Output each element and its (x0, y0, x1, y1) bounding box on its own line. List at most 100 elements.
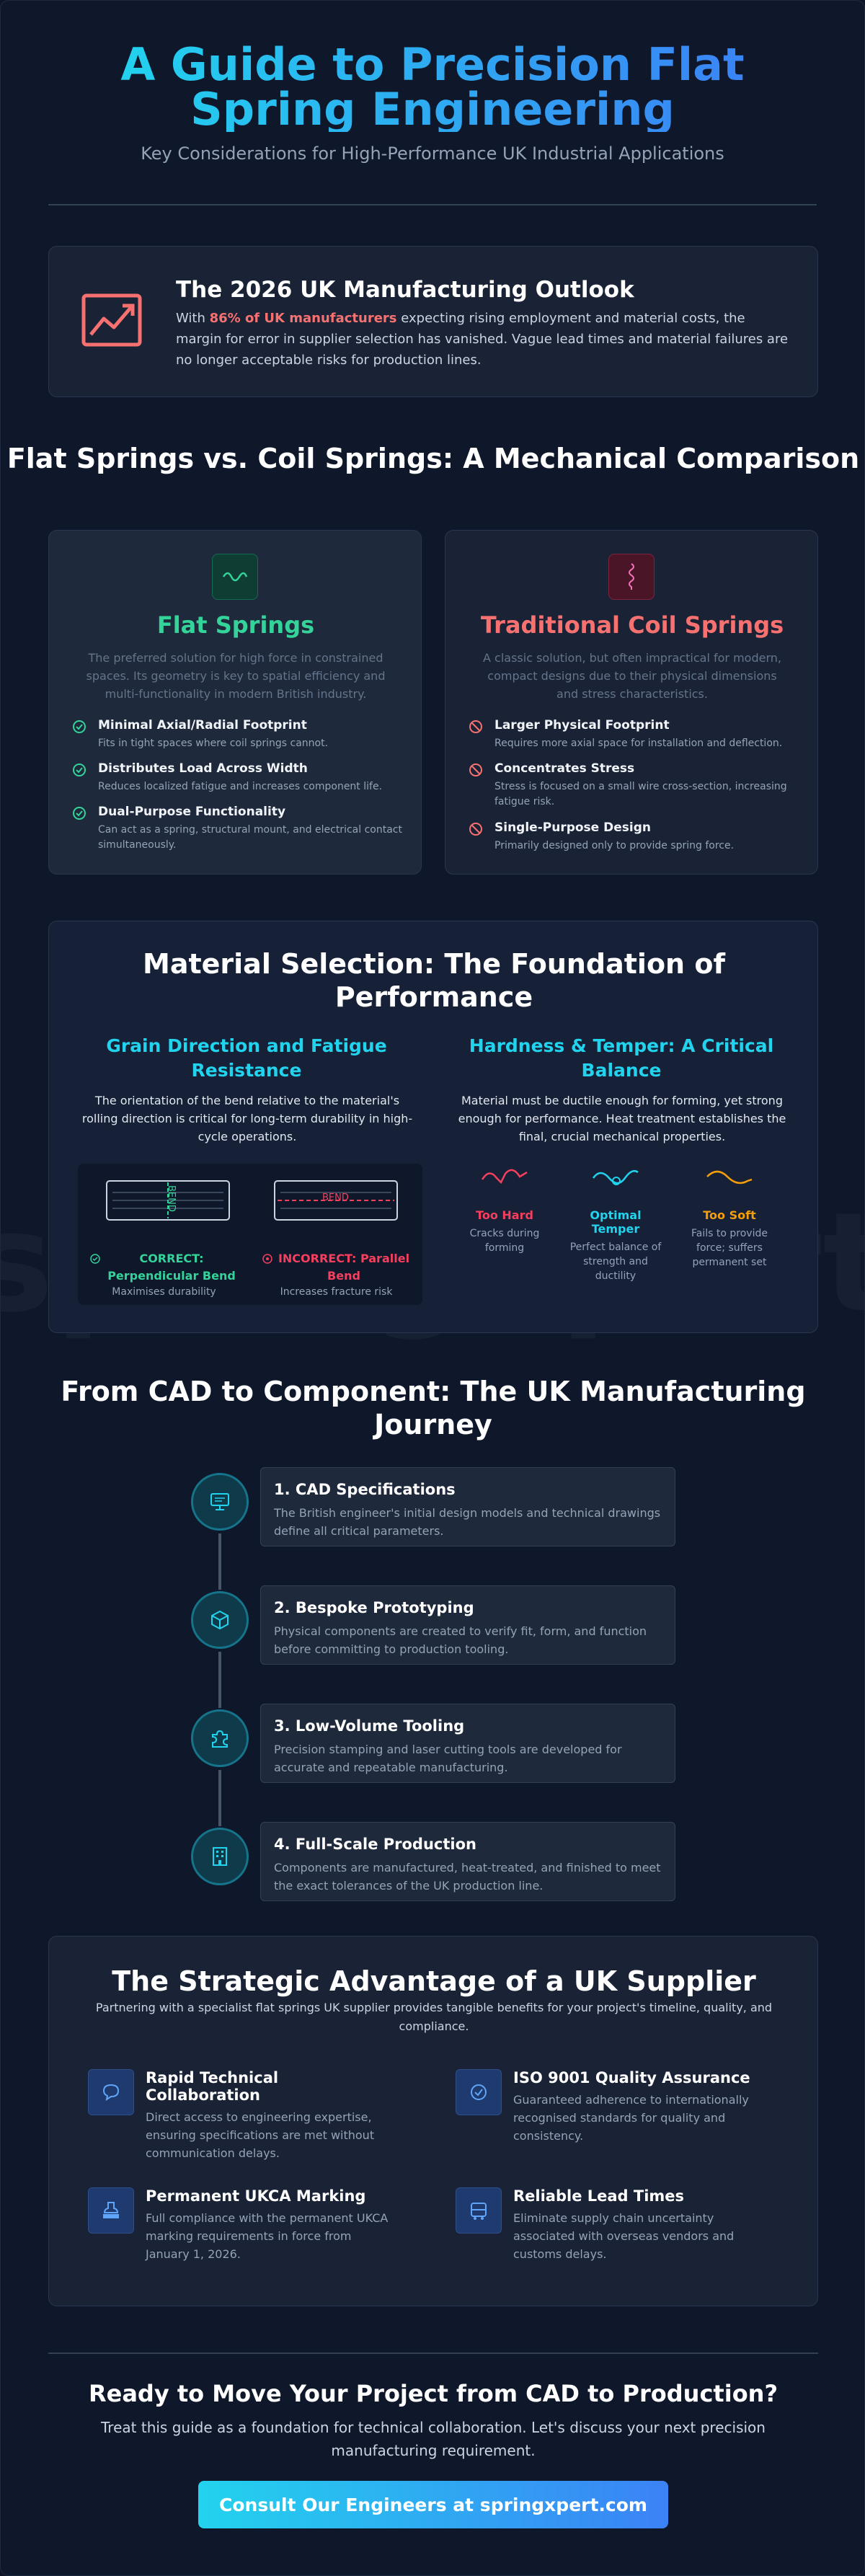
check-badge-icon (456, 2069, 502, 2115)
flat-feature-text: Reduces localized fatigue and increases … (98, 781, 383, 792)
soft-wave-icon (706, 1170, 753, 1185)
x-circle-icon (262, 1253, 273, 1267)
coil-feature: Single-Purpose Design Primarily designed… (469, 820, 800, 854)
step-text: The British engineer's initial design mo… (274, 1506, 661, 1538)
materials-card: Material Selection: The Foundation of Pe… (48, 921, 818, 1333)
parallel-bend-diagram (274, 1180, 398, 1221)
coil-springs-description: A classic solution, but often impractica… (483, 651, 781, 701)
outlook-card: The 2026 UK Manufacturing Outlook With 8… (48, 246, 818, 397)
grain-incorrect: BEND INCORRECT: Parallel Bend Increases … (250, 1164, 422, 1305)
bend-label: BEND (166, 1185, 177, 1212)
step-connector (218, 1652, 221, 1708)
flat-feature-title: Dual-Purpose Functionality (98, 805, 286, 819)
flat-feature-text: Fits in tight spaces where coil springs … (98, 738, 329, 749)
coil-springs-card: Traditional Coil Springs A classic solut… (445, 530, 818, 875)
grain-diagram: BEND CORRECT: Perpendicular Bend Maximis… (78, 1164, 422, 1305)
jagged-wave-icon (481, 1169, 528, 1185)
temper-label: Too Soft (703, 1208, 756, 1222)
bend-label: BEND (322, 1192, 349, 1203)
outlook-highlight: 86% of UK manufacturers (209, 311, 397, 326)
perpendicular-bend-diagram (106, 1180, 230, 1221)
advantage-item-text: Direct access to engineering expertise, … (146, 2110, 375, 2160)
consult-engineers-button[interactable]: Consult Our Engineers at springxpert.com (198, 2481, 668, 2528)
advantage-item: Reliable Lead Times Eliminate supply cha… (456, 2187, 766, 2263)
grain-text: The orientation of the bend relative to … (81, 1094, 413, 1143)
coil-springs-title: Traditional Coil Springs (480, 611, 784, 639)
advantage-item: Rapid Technical Collaboration Direct acc… (88, 2069, 398, 2162)
check-circle-icon (72, 763, 86, 777)
hardness-text: Material must be ductile enough for form… (458, 1094, 786, 1143)
step-connector (218, 1533, 221, 1590)
advantage-item-title: Rapid Technical Collaboration (146, 2069, 279, 2104)
flat-feature-title: Distributes Load Across Width (98, 761, 308, 776)
flat-feature-text: Can act as a spring, structural mount, a… (98, 824, 402, 851)
page-subtitle: Key Considerations for High-Performance … (141, 143, 724, 164)
temper-text: Perfect balance of strength and ductilit… (569, 1241, 662, 1282)
step-text: Components are manufactured, heat-treate… (274, 1861, 661, 1893)
advantage-item-text: Eliminate supply chain uncertainty assoc… (513, 2211, 735, 2261)
check-circle-icon (72, 720, 86, 734)
incorrect-label: INCORRECT: Parallel Bend (278, 1252, 410, 1283)
flat-springs-card: Flat Springs The preferred solution for … (48, 530, 422, 875)
coil-feature: Larger Physical Footprint Requires more … (469, 718, 800, 751)
step-connector (218, 1770, 221, 1826)
header-divider (48, 204, 817, 205)
flat-feature: Dual-Purpose Functionality Can act as a … (72, 805, 404, 853)
coil-feature-title: Larger Physical Footprint (494, 718, 670, 732)
hardness-title: Hardness & Temper: A Critical Balance (469, 1035, 774, 1081)
correct-sub: Maximises durability (112, 1286, 216, 1298)
check-circle-icon (72, 806, 86, 820)
cta-divider (48, 2353, 818, 2354)
factory-icon (191, 1828, 249, 1885)
cta-text: Treat this guide as a foundation for tec… (101, 2419, 766, 2459)
coil-feature: Concentrates Stress Stress is focused on… (469, 761, 800, 810)
temper-too-hard: Too Hard Cracks during forming (454, 1167, 555, 1255)
grain-title: Grain Direction and Fatigue Resistance (106, 1035, 387, 1081)
temper-text: Cracks during forming (469, 1228, 540, 1254)
flat-feature: Minimal Axial/Radial Footprint Fits in t… (72, 718, 404, 751)
materials-title: Material Selection: The Foundation of Pe… (143, 948, 725, 1013)
incorrect-sub: Increases fracture risk (280, 1286, 393, 1298)
header: A Guide to Precision Flat Spring Enginee… (1, 1, 864, 205)
temper-optimal: Optimal Temper Perfect balance of streng… (565, 1167, 666, 1283)
flat-feature: Distributes Load Across Width Reduces lo… (72, 761, 404, 795)
grain-correct: BEND CORRECT: Perpendicular Bend Maximis… (78, 1164, 250, 1305)
check-circle-icon (89, 1253, 101, 1267)
step-title: 4. Full-Scale Production (274, 1836, 476, 1853)
advantage-item: Permanent UKCA Marking Full compliance w… (88, 2187, 398, 2263)
advantage-item: ISO 9001 Quality Assurance Guaranteed ad… (456, 2069, 766, 2145)
temper-text: Fails to provide force; suffers permanen… (691, 1228, 768, 1268)
coil-feature-text: Primarily designed only to provide sprin… (494, 840, 735, 851)
correct-label: CORRECT: Perpendicular Bend (107, 1252, 236, 1283)
temper-too-soft: Too Soft Fails to provide force; suffers… (679, 1167, 780, 1270)
flat-feature-title: Minimal Axial/Radial Footprint (98, 718, 307, 732)
journey-step: 1. CAD Specifications The British engine… (260, 1467, 675, 1546)
coil-feature-text: Requires more axial space for installati… (494, 738, 783, 749)
advantage-card: The Strategic Advantage of a UK Supplier… (48, 1936, 818, 2306)
monitor-icon (191, 1473, 249, 1531)
flat-springs-description: The preferred solution for high force in… (86, 651, 386, 701)
outlook-text: With 86% of UK manufacturers expecting r… (176, 308, 789, 371)
coil-feature-text: Stress is focused on a small wire cross-… (494, 781, 787, 807)
journey-step: 4. Full-Scale Production Components are … (260, 1822, 675, 1901)
journey-title: From CAD to Component: The UK Manufactur… (61, 1376, 806, 1440)
prohibited-icon (469, 720, 483, 734)
chat-icon (88, 2069, 134, 2115)
puzzle-icon (191, 1709, 249, 1767)
step-text: Precision stamping and laser cutting too… (274, 1743, 622, 1774)
advantage-item-title: Permanent UKCA Marking (146, 2187, 366, 2205)
outlook-text-start: With (176, 311, 210, 326)
truck-icon (456, 2187, 502, 2234)
temper-label: Optimal Temper (590, 1208, 642, 1236)
flat-springs-title: Flat Springs (156, 611, 315, 639)
step-title: 2. Bespoke Prototyping (274, 1599, 474, 1616)
step-title: 1. CAD Specifications (274, 1481, 456, 1498)
coil-feature-title: Concentrates Stress (494, 761, 635, 776)
advantage-lead: Partnering with a specialist flat spring… (95, 2001, 773, 2033)
cube-icon (191, 1591, 249, 1649)
stamp-icon (88, 2187, 134, 2234)
prohibited-icon (469, 822, 483, 836)
journey-step: 3. Low-Volume Tooling Precision stamping… (260, 1704, 675, 1783)
step-title: 3. Low-Volume Tooling (274, 1717, 465, 1735)
